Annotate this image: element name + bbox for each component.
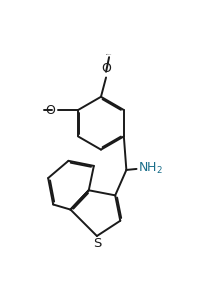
Text: S: S [93,237,101,250]
Text: NH$_2$: NH$_2$ [138,161,163,177]
Text: O: O [101,62,111,75]
Text: O: O [45,104,55,117]
Text: methoxy: methoxy [106,54,112,55]
